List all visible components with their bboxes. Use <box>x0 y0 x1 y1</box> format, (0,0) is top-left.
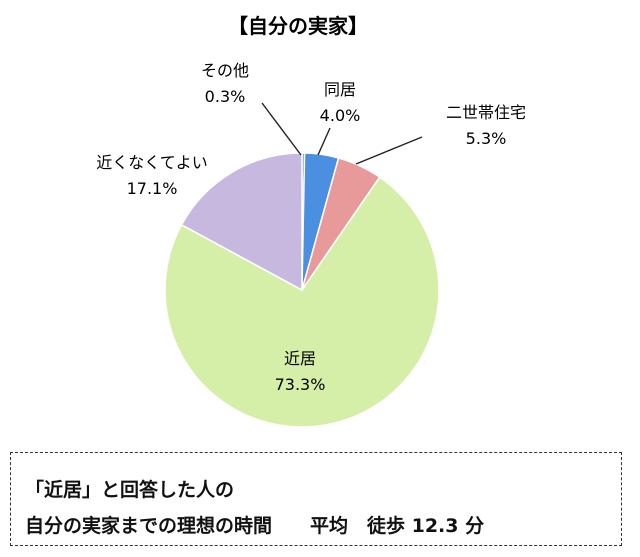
leader-line-2 <box>355 136 423 165</box>
slice-label-2: 二世帯住宅 <box>446 103 526 122</box>
leader-line-0 <box>261 102 302 156</box>
slice-label-3: 近居 <box>284 349 316 368</box>
pie-chart: 【自分の実家】 その他 0.3% 同居 4.0% 二世帯住宅 5.3% 近居 73.3% 近くな… <box>96 14 526 428</box>
note-line-2: 自分の実家までの理想の時間 平均 徒歩 12.3 分 <box>25 515 485 537</box>
ideal-time-note: 「近居」と回答した人の 自分の実家までの理想の時間 平均 徒歩 12.3 分 <box>10 452 622 546</box>
note-line-1: 「近居」と回答した人の <box>25 479 235 501</box>
slice-label-4: 近くなくてよい <box>96 153 208 172</box>
slice-value-3: 73.3% <box>275 375 326 394</box>
slice-label-0: その他 <box>201 61 249 80</box>
pie-slice-4 <box>180 152 303 292</box>
slice-value-0: 0.3% <box>205 87 246 106</box>
slice-label-1: 同居 <box>324 80 356 99</box>
chart-title: 【自分の実家】 <box>228 14 368 38</box>
slice-value-4: 17.1% <box>127 179 178 198</box>
slice-value-1: 4.0% <box>320 106 361 125</box>
pie-slice-3 <box>164 176 440 428</box>
slice-value-2: 5.3% <box>466 129 507 148</box>
leader-line-1 <box>317 127 331 156</box>
